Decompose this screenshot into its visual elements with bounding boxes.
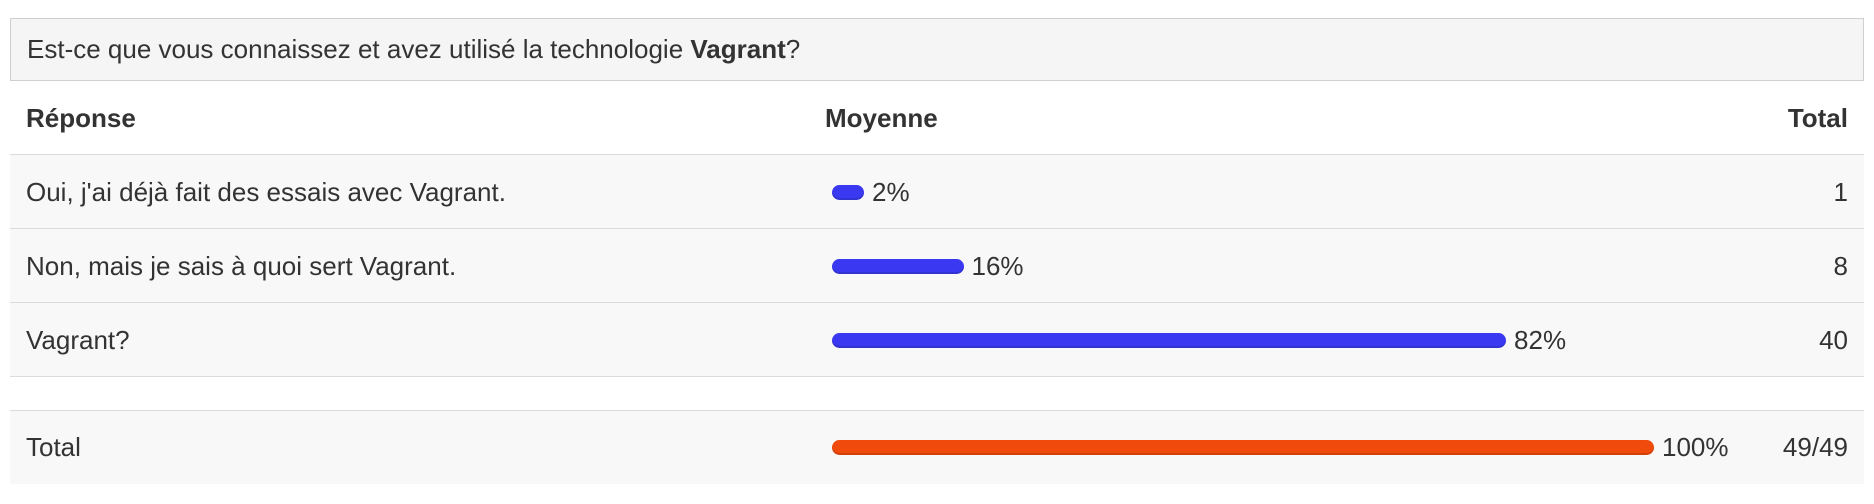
question-suffix: ?: [785, 34, 801, 64]
column-header-row: Réponse Moyenne Total: [10, 81, 1864, 155]
column-header-response: Réponse: [26, 103, 136, 133]
table-spacer: [10, 377, 1864, 411]
answer-percent-label: 2%: [872, 177, 910, 207]
answer-row: Non, mais je sais à quoi sert Vagrant. 16…: [10, 229, 1864, 303]
answer-percent-label: 82%: [1514, 325, 1567, 355]
question-header: Est-ce que vous connaissez et avez utili…: [10, 18, 1864, 81]
answer-row: Oui, j'ai déjà fait des essais avec Vagr…: [10, 155, 1864, 229]
total-row: Total 100% 49/49: [10, 411, 1864, 484]
answer-bar: [832, 333, 1507, 348]
answer-count: 8: [1833, 251, 1848, 281]
question-emphasis: Vagrant: [690, 34, 786, 64]
column-header-total: Total: [1787, 103, 1848, 133]
column-header-average: Moyenne: [825, 103, 938, 133]
answer-label: Non, mais je sais à quoi sert Vagrant.: [26, 251, 457, 281]
answer-label: Oui, j'ai déjà fait des essais avec Vagr…: [26, 177, 506, 207]
answer-label: Vagrant?: [26, 325, 130, 355]
total-percent-label: 100%: [1662, 432, 1729, 462]
answer-bar: [832, 185, 864, 200]
answer-count: 40: [1819, 325, 1848, 355]
answer-bar: [832, 259, 964, 274]
answer-count: 1: [1833, 177, 1848, 207]
answer-percent-label: 16%: [971, 251, 1024, 281]
question-text: Est-ce que vous connaissez et avez utili…: [27, 34, 691, 64]
answer-rows: Oui, j'ai déjà fait des essais avec Vagr…: [10, 155, 1864, 377]
survey-results-table: Est-ce que vous connaissez et avez utili…: [10, 18, 1864, 484]
total-bar: [832, 440, 1654, 455]
total-label: Total: [26, 432, 81, 462]
answer-row: Vagrant? 82% 40: [10, 303, 1864, 377]
total-count: 49/49: [1782, 432, 1848, 462]
